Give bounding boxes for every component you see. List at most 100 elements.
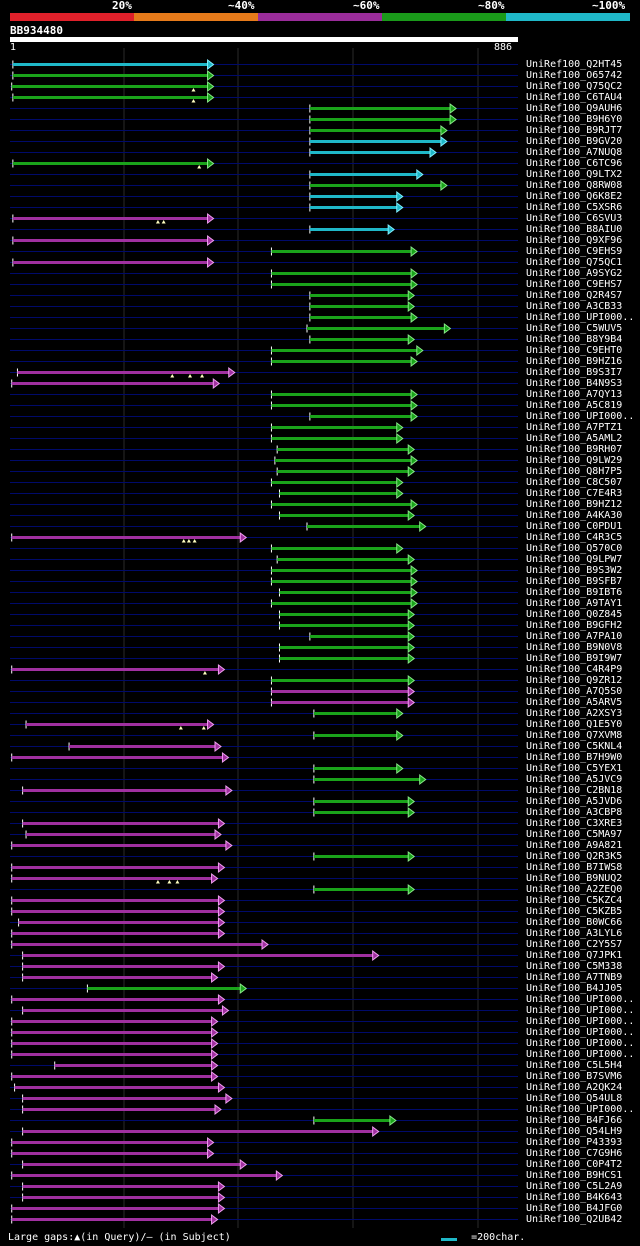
hit-label[interactable]: UniRef100_B7IWS8: [526, 861, 623, 873]
hit-label[interactable]: UniRef100_Q2HT45: [526, 58, 623, 70]
hit-label[interactable]: UniRef100_B9GFH2: [526, 619, 623, 631]
hit-label[interactable]: UniRef100_A3CBP8: [526, 806, 623, 818]
hit-bar[interactable]: [278, 609, 416, 620]
hit-bar[interactable]: [270, 433, 404, 444]
hit-label[interactable]: UniRef100_B9RJT7: [526, 124, 623, 136]
hit-label[interactable]: UniRef100_A5JVD6: [526, 795, 623, 807]
hit-label[interactable]: UniRef100_Q570C0: [526, 542, 623, 554]
hit-label[interactable]: UniRef100_C9EHS9: [526, 245, 623, 257]
hit-label[interactable]: UniRef100_C4R3C5: [526, 531, 623, 543]
hit-bar[interactable]: [306, 323, 452, 334]
hit-label[interactable]: UniRef100_B4N9S3: [526, 377, 623, 389]
hit-bar[interactable]: [270, 400, 418, 411]
hit-bar[interactable]: [276, 444, 416, 455]
hit-label[interactable]: UniRef100_B4JFG0: [526, 1202, 623, 1214]
hit-bar[interactable]: [22, 1005, 230, 1016]
hit-bar[interactable]: [11, 862, 226, 873]
hit-bar[interactable]: [11, 939, 269, 950]
hit-label[interactable]: UniRef100_UPI000..: [526, 1015, 635, 1027]
hit-label[interactable]: UniRef100_A7TNB9: [526, 971, 623, 983]
hit-label[interactable]: UniRef100_UPI000..: [526, 1103, 635, 1115]
hit-label[interactable]: UniRef100_C5MA97: [526, 828, 623, 840]
hit-label[interactable]: UniRef100_Q8RW08: [526, 179, 623, 191]
hit-label[interactable]: UniRef100_C6SVU3: [526, 212, 623, 224]
hit-label[interactable]: UniRef100_B8Y9B4: [526, 333, 623, 345]
hit-label[interactable]: UniRef100_Q75QC2: [526, 80, 623, 92]
hit-bar[interactable]: [11, 81, 215, 92]
hit-bar[interactable]: [270, 477, 404, 488]
hit-bar[interactable]: [270, 356, 418, 367]
hit-label[interactable]: UniRef100_Q0Z845: [526, 608, 623, 620]
hit-bar[interactable]: [11, 532, 248, 543]
hit-label[interactable]: UniRef100_B9IBT6: [526, 586, 623, 598]
hit-label[interactable]: UniRef100_Q7XVM8: [526, 729, 623, 741]
hit-bar[interactable]: [309, 136, 448, 147]
hit-bar[interactable]: [11, 1027, 219, 1038]
hit-label[interactable]: UniRef100_C2BN18: [526, 784, 623, 796]
hit-label[interactable]: UniRef100_B7H9W0: [526, 751, 623, 763]
hit-label[interactable]: UniRef100_C6TAU4: [526, 91, 623, 103]
hit-label[interactable]: UniRef100_Q6K8E2: [526, 190, 623, 202]
hit-label[interactable]: UniRef100_Q9XF96: [526, 234, 623, 246]
hit-bar[interactable]: [270, 268, 418, 279]
hit-bar[interactable]: [12, 70, 215, 81]
hit-bar[interactable]: [270, 422, 404, 433]
hit-label[interactable]: UniRef100_B7SVM6: [526, 1070, 623, 1082]
hit-bar[interactable]: [22, 1104, 222, 1115]
hit-bar[interactable]: [270, 279, 418, 290]
hit-label[interactable]: UniRef100_Q9LTX2: [526, 168, 623, 180]
hit-label[interactable]: UniRef100_Q8H7P5: [526, 465, 623, 477]
hit-label[interactable]: UniRef100_C0PDU1: [526, 520, 623, 532]
hit-bar[interactable]: [270, 389, 418, 400]
hit-label[interactable]: UniRef100_A9TAY1: [526, 597, 623, 609]
hit-label[interactable]: UniRef100_B8AIU0: [526, 223, 623, 235]
hit-bar[interactable]: [306, 521, 427, 532]
hit-label[interactable]: UniRef100_B9HZ12: [526, 498, 623, 510]
hit-bar[interactable]: [309, 180, 448, 191]
hit-bar[interactable]: [68, 741, 222, 752]
hit-label[interactable]: UniRef100_UPI000..: [526, 1048, 635, 1060]
hit-label[interactable]: UniRef100_A7PTZ1: [526, 421, 623, 433]
hit-label[interactable]: UniRef100_A3CB33: [526, 300, 623, 312]
hit-bar[interactable]: [11, 664, 226, 675]
hit-bar[interactable]: [309, 147, 437, 158]
hit-label[interactable]: UniRef100_C9EHS7: [526, 278, 623, 290]
hit-label[interactable]: UniRef100_C5L2A9: [526, 1180, 623, 1192]
hit-label[interactable]: UniRef100_B9RH07: [526, 443, 623, 455]
hit-label[interactable]: UniRef100_Q9AUH6: [526, 102, 623, 114]
hit-bar[interactable]: [309, 312, 418, 323]
hit-bar[interactable]: [86, 983, 248, 994]
hit-label[interactable]: UniRef100_UPI000..: [526, 993, 635, 1005]
hit-bar[interactable]: [11, 928, 226, 939]
hit-bar[interactable]: [22, 1159, 248, 1170]
hit-bar[interactable]: [12, 158, 215, 169]
hit-bar[interactable]: [22, 972, 219, 983]
hit-label[interactable]: UniRef100_A9SYG2: [526, 267, 623, 279]
hit-label[interactable]: UniRef100_UPI000..: [526, 410, 635, 422]
hit-label[interactable]: UniRef100_B9SFB7: [526, 575, 623, 587]
hit-bar[interactable]: [309, 202, 404, 213]
hit-bar[interactable]: [309, 301, 416, 312]
hit-bar[interactable]: [278, 620, 416, 631]
hit-bar[interactable]: [11, 1214, 219, 1225]
hit-bar[interactable]: [270, 576, 418, 587]
hit-label[interactable]: UniRef100_UPI000..: [526, 1037, 635, 1049]
hit-bar[interactable]: [309, 334, 416, 345]
hit-label[interactable]: UniRef100_UPI000..: [526, 1004, 635, 1016]
hit-bar[interactable]: [309, 114, 457, 125]
hit-bar[interactable]: [12, 213, 215, 224]
hit-label[interactable]: UniRef100_Q2R4S7: [526, 289, 623, 301]
hit-label[interactable]: UniRef100_B9N0V8: [526, 641, 623, 653]
hit-bar[interactable]: [22, 950, 380, 961]
hit-label[interactable]: UniRef100_UPI000..: [526, 1026, 635, 1038]
hit-bar[interactable]: [278, 587, 418, 598]
hit-bar[interactable]: [313, 708, 404, 719]
hit-bar[interactable]: [309, 169, 424, 180]
hit-bar[interactable]: [11, 1203, 226, 1214]
hit-bar[interactable]: [11, 1170, 284, 1181]
hit-label[interactable]: UniRef100_A4KA30: [526, 509, 623, 521]
hit-label[interactable]: UniRef100_A3LYL6: [526, 927, 623, 939]
hit-bar[interactable]: [309, 631, 416, 642]
hit-bar[interactable]: [14, 1082, 226, 1093]
hit-bar[interactable]: [313, 851, 416, 862]
